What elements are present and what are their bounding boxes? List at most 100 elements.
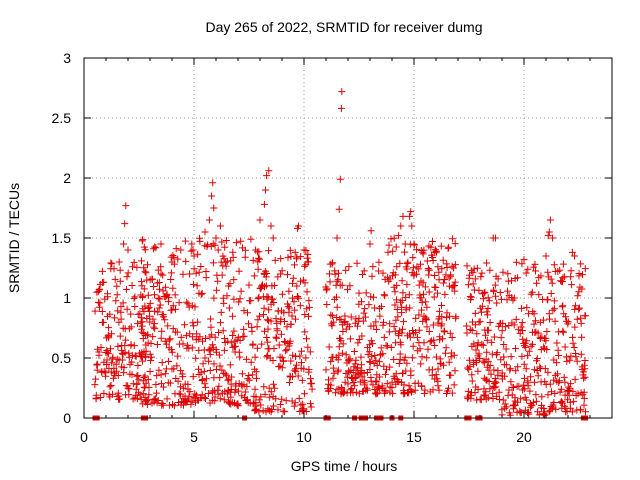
data-point <box>221 243 229 251</box>
data-point <box>338 349 346 357</box>
data-point <box>247 297 255 305</box>
data-point <box>577 319 585 327</box>
data-point <box>174 255 182 263</box>
data-point <box>98 267 106 275</box>
data-point <box>291 261 298 269</box>
data-point <box>156 301 164 309</box>
data-point <box>334 366 342 374</box>
data-point <box>202 268 210 275</box>
data-point <box>223 292 231 300</box>
data-point <box>216 374 224 382</box>
data-point-peak <box>124 246 132 254</box>
data-point <box>553 339 561 347</box>
data-point <box>447 371 455 379</box>
data-point <box>244 375 252 383</box>
data-point <box>423 303 431 311</box>
data-point <box>346 355 354 363</box>
data-point <box>421 283 429 291</box>
data-point <box>289 294 296 302</box>
data-point <box>575 305 583 313</box>
data-point <box>379 269 387 277</box>
data-point <box>305 303 313 311</box>
data-point <box>113 355 121 363</box>
data-point <box>271 384 279 392</box>
data-point <box>403 260 411 267</box>
data-point <box>249 256 257 264</box>
data-point <box>285 287 293 295</box>
data-point <box>474 339 482 347</box>
data-point <box>255 248 263 256</box>
data-point <box>530 320 538 328</box>
data-point <box>186 330 194 338</box>
data-point <box>328 322 336 330</box>
data-point <box>283 346 291 354</box>
data-point <box>381 292 389 300</box>
data-point <box>278 395 286 403</box>
data-point <box>241 246 249 254</box>
data-point <box>274 406 282 414</box>
data-point <box>544 368 552 376</box>
data-point <box>151 243 159 251</box>
data-point <box>270 345 278 352</box>
data-point <box>528 288 536 296</box>
data-point <box>420 339 428 347</box>
data-point <box>301 328 309 336</box>
data-point <box>286 337 294 345</box>
data-point <box>106 310 114 318</box>
data-point <box>189 246 197 254</box>
data-point <box>578 333 586 341</box>
data-point <box>366 358 374 365</box>
data-point <box>418 353 426 361</box>
data-point <box>520 381 528 389</box>
data-point <box>112 367 120 375</box>
data-point <box>187 400 195 408</box>
data-point <box>440 279 447 287</box>
data-point <box>373 378 381 386</box>
data-point <box>245 376 253 384</box>
data-point <box>351 360 359 368</box>
data-point <box>151 307 158 315</box>
data-point <box>171 291 179 299</box>
data-point <box>532 397 540 405</box>
data-point <box>522 396 530 404</box>
data-point <box>480 385 488 393</box>
data-point <box>559 274 567 282</box>
data-point-peak <box>333 234 341 242</box>
data-point <box>531 378 538 386</box>
data-point-peak <box>263 172 271 180</box>
data-point <box>277 315 285 323</box>
data-point <box>277 330 285 338</box>
data-point <box>245 281 253 289</box>
data-point <box>468 327 476 334</box>
data-point <box>270 299 278 306</box>
data-point <box>417 260 424 268</box>
data-point <box>306 348 314 356</box>
data-point <box>138 322 146 330</box>
data-point <box>272 333 280 341</box>
data-point <box>392 370 400 378</box>
data-point <box>138 278 145 286</box>
data-point <box>344 380 352 388</box>
data-point <box>425 288 433 296</box>
data-point <box>550 305 558 313</box>
data-point <box>577 350 585 358</box>
data-point <box>551 390 559 397</box>
data-point <box>261 283 268 291</box>
data-point <box>398 296 406 304</box>
data-point <box>234 333 242 341</box>
data-point <box>214 277 222 285</box>
data-point <box>190 280 197 288</box>
data-point <box>467 293 475 301</box>
data-point <box>297 253 305 261</box>
data-point <box>150 323 158 331</box>
data-point-peak <box>355 314 363 322</box>
data-point <box>479 341 487 349</box>
data-point <box>530 310 538 318</box>
data-point <box>374 384 382 392</box>
data-point <box>544 268 552 276</box>
data-point <box>329 318 337 326</box>
data-point-peak <box>531 260 539 268</box>
data-point <box>134 362 142 369</box>
data-point <box>278 364 286 372</box>
data-point <box>116 266 124 274</box>
